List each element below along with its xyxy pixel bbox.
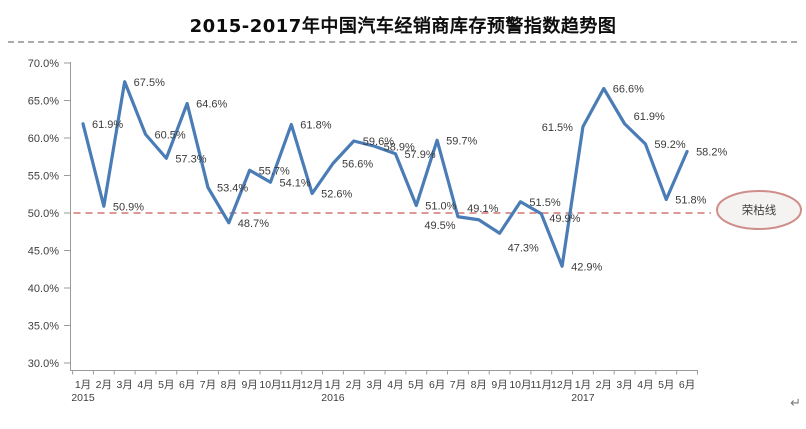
data-label: 61.9% <box>634 111 665 123</box>
x-tick-label: 4月 <box>637 379 653 391</box>
data-label: 49.5% <box>424 220 455 232</box>
x-tick-label: 5月 <box>408 379 424 391</box>
x-tick-label: 5月 <box>658 379 674 391</box>
data-label: 61.9% <box>92 119 123 131</box>
data-label: 59.7% <box>446 135 477 147</box>
x-tick-label: 10月 <box>509 379 531 391</box>
x-tick-label: 2月 <box>96 379 112 391</box>
data-label: 47.3% <box>508 242 539 254</box>
x-tick-label: 1月 <box>575 379 591 391</box>
x-tick-label: 1月 <box>75 379 91 391</box>
y-tick-label: 40.0% <box>28 283 59 295</box>
data-label: 59.2% <box>654 139 685 151</box>
series-line <box>81 80 689 268</box>
y-tick-label: 30.0% <box>28 358 59 370</box>
y-tick-label: 60.0% <box>28 133 59 145</box>
y-tick-label: 55.0% <box>28 171 59 183</box>
data-label: 59.6% <box>363 136 394 148</box>
paragraph-return-mark: ↵ <box>790 395 801 410</box>
data-label: 53.4% <box>217 183 248 195</box>
x-tick-label: 11月 <box>531 379 552 391</box>
data-label: 61.8% <box>300 120 331 132</box>
reference-label: 荣枯线 <box>742 203 777 217</box>
x-tick-label: 9月 <box>491 379 507 391</box>
x-tick-label: 3月 <box>116 379 132 391</box>
data-label: 51.8% <box>675 195 706 207</box>
y-tick-label: 65.0% <box>28 96 59 108</box>
data-label: 54.1% <box>279 177 310 189</box>
y-tick-label: 50.0% <box>28 208 59 220</box>
x-tick-label: 6月 <box>179 379 195 391</box>
x-tick-label: 8月 <box>471 379 487 391</box>
x-tick-label: 11月 <box>281 379 302 391</box>
data-label: 61.5% <box>542 122 573 134</box>
y-tick-label: 70.0% <box>28 58 59 70</box>
x-tick-label: 10月 <box>259 379 281 391</box>
y-tick-label: 45.0% <box>28 246 59 258</box>
data-label: 60.5% <box>154 129 185 141</box>
data-label: 57.3% <box>175 153 206 165</box>
data-label: 49.1% <box>467 203 498 215</box>
data-label: 56.6% <box>342 159 373 171</box>
data-label: 42.9% <box>571 261 602 273</box>
data-label: 48.7% <box>238 218 269 230</box>
data-label: 55.7% <box>259 165 290 177</box>
reference-label-ellipse <box>716 190 802 230</box>
x-tick-label: 6月 <box>679 379 695 391</box>
data-label: 49.9% <box>549 213 580 225</box>
data-label: 58.2% <box>696 147 727 159</box>
x-tick-label: 6月 <box>429 379 445 391</box>
x-tick-label: 2月 <box>346 379 362 391</box>
x-tick-label: 2月 <box>596 379 612 391</box>
data-label: 51.0% <box>425 201 456 213</box>
year-label: 2017 <box>571 392 595 404</box>
chart-title: 2015-2017年中国汽车经销商库存预警指数趋势图 <box>189 16 617 37</box>
data-label: 67.5% <box>134 77 165 89</box>
x-tick-label: 7月 <box>200 379 216 391</box>
data-label: 58.9% <box>384 141 415 153</box>
data-label: 64.6% <box>196 99 227 111</box>
title-separator-dashed-line <box>8 41 797 43</box>
data-label: 51.5% <box>529 197 560 209</box>
x-tick-label: 3月 <box>366 379 382 391</box>
x-tick-label: 4月 <box>137 379 153 391</box>
year-label: 2015 <box>71 392 95 404</box>
x-tick-label: 5月 <box>158 379 174 391</box>
x-tick-label: 7月 <box>450 379 466 391</box>
x-tick-label: 12月 <box>551 379 573 391</box>
data-label: 50.9% <box>113 201 144 213</box>
x-tick-label: 1月 <box>325 379 341 391</box>
x-tick-label: 4月 <box>387 379 403 391</box>
data-label: 57.9% <box>404 149 435 161</box>
x-tick-label: 3月 <box>616 379 632 391</box>
x-tick-label: 8月 <box>221 379 237 391</box>
x-tick-label: 12月 <box>301 379 323 391</box>
year-label: 2016 <box>321 392 345 404</box>
data-label: 66.6% <box>613 84 644 96</box>
x-tick-label: 9月 <box>241 379 257 391</box>
data-label: 52.6% <box>321 189 352 201</box>
y-tick-label: 35.0% <box>28 321 59 333</box>
